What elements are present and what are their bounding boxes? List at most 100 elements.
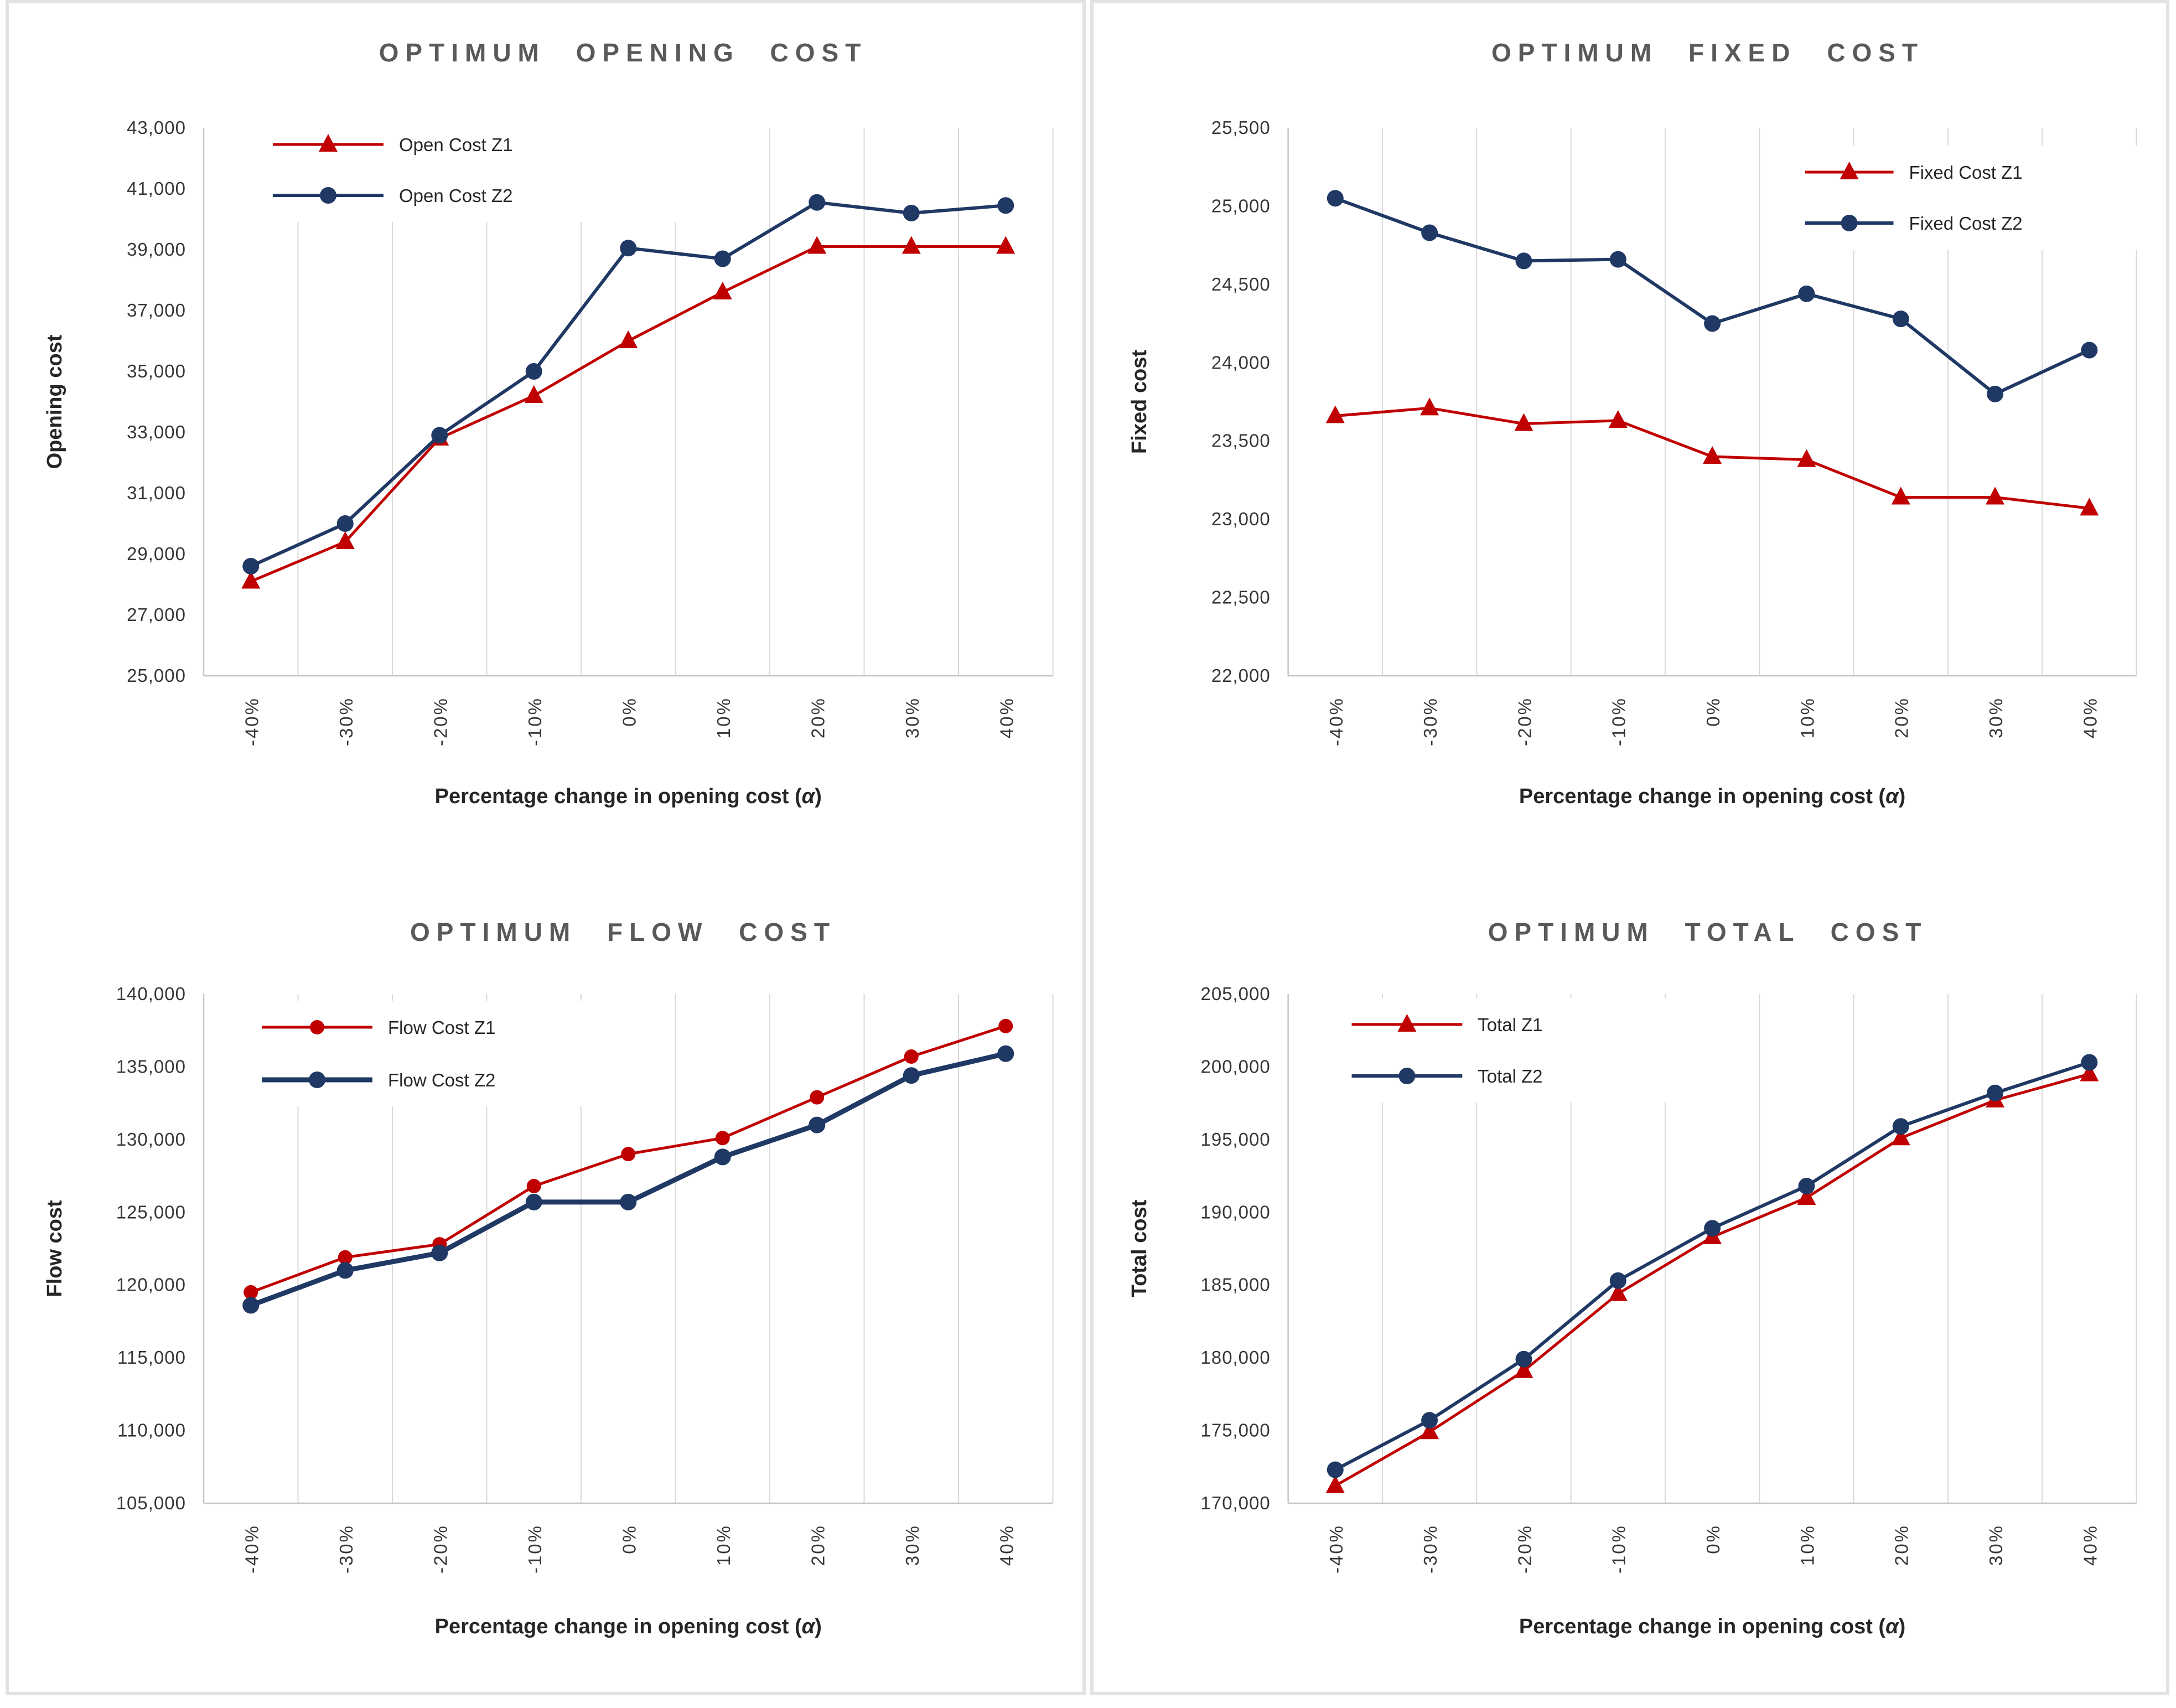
x-tick-label: -30%: [1420, 697, 1441, 746]
data-point-marker: [807, 236, 827, 254]
y-tick-label: 190,000: [1201, 1202, 1271, 1222]
data-point-marker: [904, 1049, 919, 1064]
data-point-marker: [1797, 1187, 1816, 1205]
data-point-marker: [338, 1250, 353, 1265]
data-point-marker: [431, 427, 448, 444]
x-axis-title: Percentage change in opening cost (α): [1519, 1615, 1905, 1638]
data-point-marker: [431, 1244, 448, 1261]
y-tick-label: 135,000: [116, 1056, 186, 1076]
y-tick-label: 22,500: [1211, 587, 1271, 608]
chart-title: OPTIMUM FLOW COST: [410, 918, 836, 946]
data-point-marker: [1703, 446, 1722, 464]
series-line: [1334, 1073, 2091, 1487]
data-point-marker: [1515, 1350, 1532, 1368]
data-point-marker: [1797, 449, 1816, 467]
y-tick-label: 120,000: [116, 1275, 186, 1295]
series-line: [1333, 1060, 2091, 1472]
y-tick-label: 29,000: [127, 544, 186, 564]
data-point-marker: [621, 1147, 636, 1162]
y-tick-label: 110,000: [117, 1420, 186, 1441]
data-point-marker: [1704, 1220, 1721, 1237]
data-point-marker: [809, 1116, 826, 1134]
x-axis-title: Percentage change in opening cost (α): [1519, 785, 1905, 808]
line-plot: 170,000 175,000 180,000 185,000 190,000 195,0…: [1128, 984, 2137, 1638]
x-tick-label: -20%: [1514, 1524, 1535, 1574]
x-tick-label: 30%: [1986, 1524, 2006, 1566]
x-tick-label: 10%: [713, 697, 734, 738]
data-point-marker: [243, 1285, 258, 1300]
data-point-marker: [2081, 1054, 2098, 1071]
data-point-marker: [1609, 1272, 1626, 1289]
y-tick-label: 37,000: [127, 300, 186, 320]
data-point-marker: [1420, 1421, 1439, 1440]
data-point-marker: [1841, 215, 1858, 231]
legend-label: Flow Cost Z1: [388, 1017, 495, 1038]
data-point-marker: [1704, 315, 1721, 332]
y-tick-label: 175,000: [1201, 1420, 1271, 1441]
x-tick-label: -20%: [430, 1524, 450, 1574]
data-point-marker: [810, 1090, 825, 1105]
x-tick-label: -30%: [336, 697, 356, 746]
line-plot: 22,000 22,500 23,000 23,500 24,000 24,500 25,0…: [1128, 117, 2166, 808]
y-tick-label: 195,000: [1201, 1129, 1271, 1150]
data-point-marker: [903, 205, 920, 221]
data-point-marker: [1891, 486, 1910, 505]
data-point-marker: [2080, 498, 2099, 516]
data-point-marker: [1514, 413, 1533, 431]
legend-label: Open Cost Z2: [399, 185, 512, 206]
x-tick-label: -10%: [525, 1524, 545, 1574]
data-point-marker: [996, 236, 1016, 254]
data-point-marker: [1892, 1118, 1909, 1135]
data-point-marker: [714, 250, 731, 267]
y-tick-label: 180,000: [1201, 1347, 1271, 1368]
x-tick-label: -40%: [241, 697, 262, 746]
y-tick-label: 140,000: [116, 984, 186, 1004]
y-axis-title: Flow cost: [43, 1200, 66, 1297]
legend-label: Fixed Cost Z2: [1909, 213, 2022, 234]
y-tick-label: 25,000: [127, 665, 186, 686]
chart-title: OPTIMUM TOTAL COST: [1488, 918, 1928, 946]
data-point-marker: [336, 1262, 354, 1279]
y-tick-label: 31,000: [127, 483, 186, 503]
data-point-marker: [1327, 190, 1344, 207]
legend: [245, 1001, 666, 1106]
chart-optimum-flow-cost: OPTIMUM FLOW COST 105,000 110,000 115,000 1…: [9, 847, 1082, 1691]
x-tick-label: -10%: [1609, 1524, 1629, 1574]
data-point-marker: [1987, 385, 2004, 402]
x-tick-label: 20%: [807, 697, 828, 738]
data-point-marker: [714, 1148, 731, 1166]
data-point-marker: [1421, 224, 1438, 241]
data-point-marker: [2080, 1063, 2099, 1081]
legend-label: Total Z1: [1478, 1015, 1542, 1035]
y-tick-label: 25,000: [1211, 195, 1271, 216]
data-point-marker: [1798, 285, 1815, 302]
data-point-marker: [620, 240, 637, 257]
data-point-marker: [1421, 1412, 1438, 1429]
x-tick-label: 0%: [1703, 1524, 1723, 1554]
legend-label: Flow Cost Z2: [388, 1070, 495, 1090]
x-axis-title: Percentage change in opening cost (α): [435, 785, 822, 808]
y-tick-label: 23,500: [1211, 431, 1271, 451]
legend-label: Total Z2: [1478, 1066, 1542, 1086]
x-tick-label: -10%: [1609, 697, 1629, 746]
x-tick-label: -40%: [1326, 697, 1346, 746]
y-tick-label: 130,000: [116, 1129, 186, 1150]
data-point-marker: [526, 1178, 541, 1193]
data-point-marker: [336, 515, 354, 532]
x-tick-label: 20%: [1892, 697, 1912, 738]
x-tick-label: 0%: [619, 1524, 639, 1554]
data-point-marker: [1325, 405, 1345, 423]
series-line: [249, 245, 1007, 583]
data-point-marker: [1398, 1068, 1416, 1084]
data-point-marker: [997, 1045, 1014, 1062]
x-tick-label: 30%: [1986, 697, 2006, 738]
x-tick-label: 20%: [1892, 1524, 1912, 1566]
chart-optimum-fixed-cost: OPTIMUM FIXED COST 22,000 22,500 23,000 23,…: [1094, 3, 2166, 847]
data-point-marker: [1608, 1283, 1628, 1301]
y-tick-label: 23,000: [1211, 509, 1271, 529]
data-point-marker: [1987, 1084, 2004, 1101]
data-point-marker: [1514, 1360, 1533, 1378]
y-tick-label: 125,000: [116, 1202, 186, 1222]
y-tick-label: 115,000: [117, 1347, 186, 1368]
data-point-marker: [1891, 1127, 1910, 1146]
